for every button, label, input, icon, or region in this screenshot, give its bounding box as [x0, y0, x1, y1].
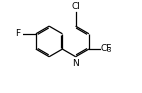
Text: 3: 3 — [106, 48, 111, 53]
Text: Cl: Cl — [71, 2, 80, 11]
Text: F: F — [16, 29, 21, 38]
Text: CF: CF — [100, 44, 112, 53]
Text: N: N — [72, 59, 79, 68]
